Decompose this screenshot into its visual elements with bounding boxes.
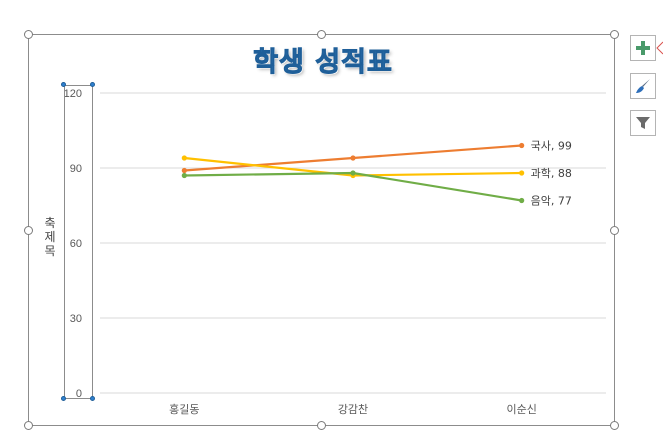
resize-handle-middle-left[interactable] [24,226,33,235]
axis-title-selection[interactable] [64,85,93,399]
selection-handle-top-left[interactable] [61,82,66,87]
y-tick-label: 0 [76,388,82,400]
data-point [350,155,356,161]
x-tick-label: 홍길동 [169,402,199,416]
y-tick-label: 60 [70,238,82,250]
data-point [181,155,187,161]
resize-handle-bottom-right[interactable] [610,421,619,430]
data-point [181,172,187,179]
chart-title[interactable]: 학생 성적표 [253,47,393,79]
resize-handle-top-right[interactable] [610,30,619,39]
selection-handle-bottom-right[interactable] [90,396,95,401]
y-axis-title[interactable]: 축 제목 [44,216,56,258]
selection-handle-top-right[interactable] [90,82,95,87]
chart-filters-button[interactable] [630,110,656,136]
resize-handle-middle-right[interactable] [610,226,619,235]
paintbrush-icon [636,79,650,93]
data-point [519,142,525,149]
data-label: 음악, 77 [531,195,572,208]
resize-handle-bottom-left[interactable] [24,421,33,430]
chart-styles-button[interactable] [630,73,656,99]
data-point [350,170,356,176]
y-tick-label: 30 [70,313,82,325]
chart-elements-button[interactable] [630,35,656,61]
flyout-arrow-icon [656,41,663,55]
y-tick-label: 90 [70,163,82,175]
data-point [519,197,525,204]
plus-icon [636,41,650,55]
x-tick-label: 강감찬 [338,402,368,416]
resize-handle-bottom-middle[interactable] [317,421,326,430]
data-label: 과학, 88 [531,167,572,180]
data-label: 국사, 99 [531,140,572,153]
x-tick-label: 이순신 [506,403,536,416]
chart-area[interactable] [28,34,615,426]
funnel-icon [636,117,650,129]
data-point [181,167,187,174]
y-tick-label: 120 [64,88,82,100]
data-point [519,170,525,176]
resize-handle-top-middle[interactable] [317,30,326,39]
resize-handle-top-left[interactable] [24,30,33,39]
selection-handle-bottom-left[interactable] [61,396,66,401]
